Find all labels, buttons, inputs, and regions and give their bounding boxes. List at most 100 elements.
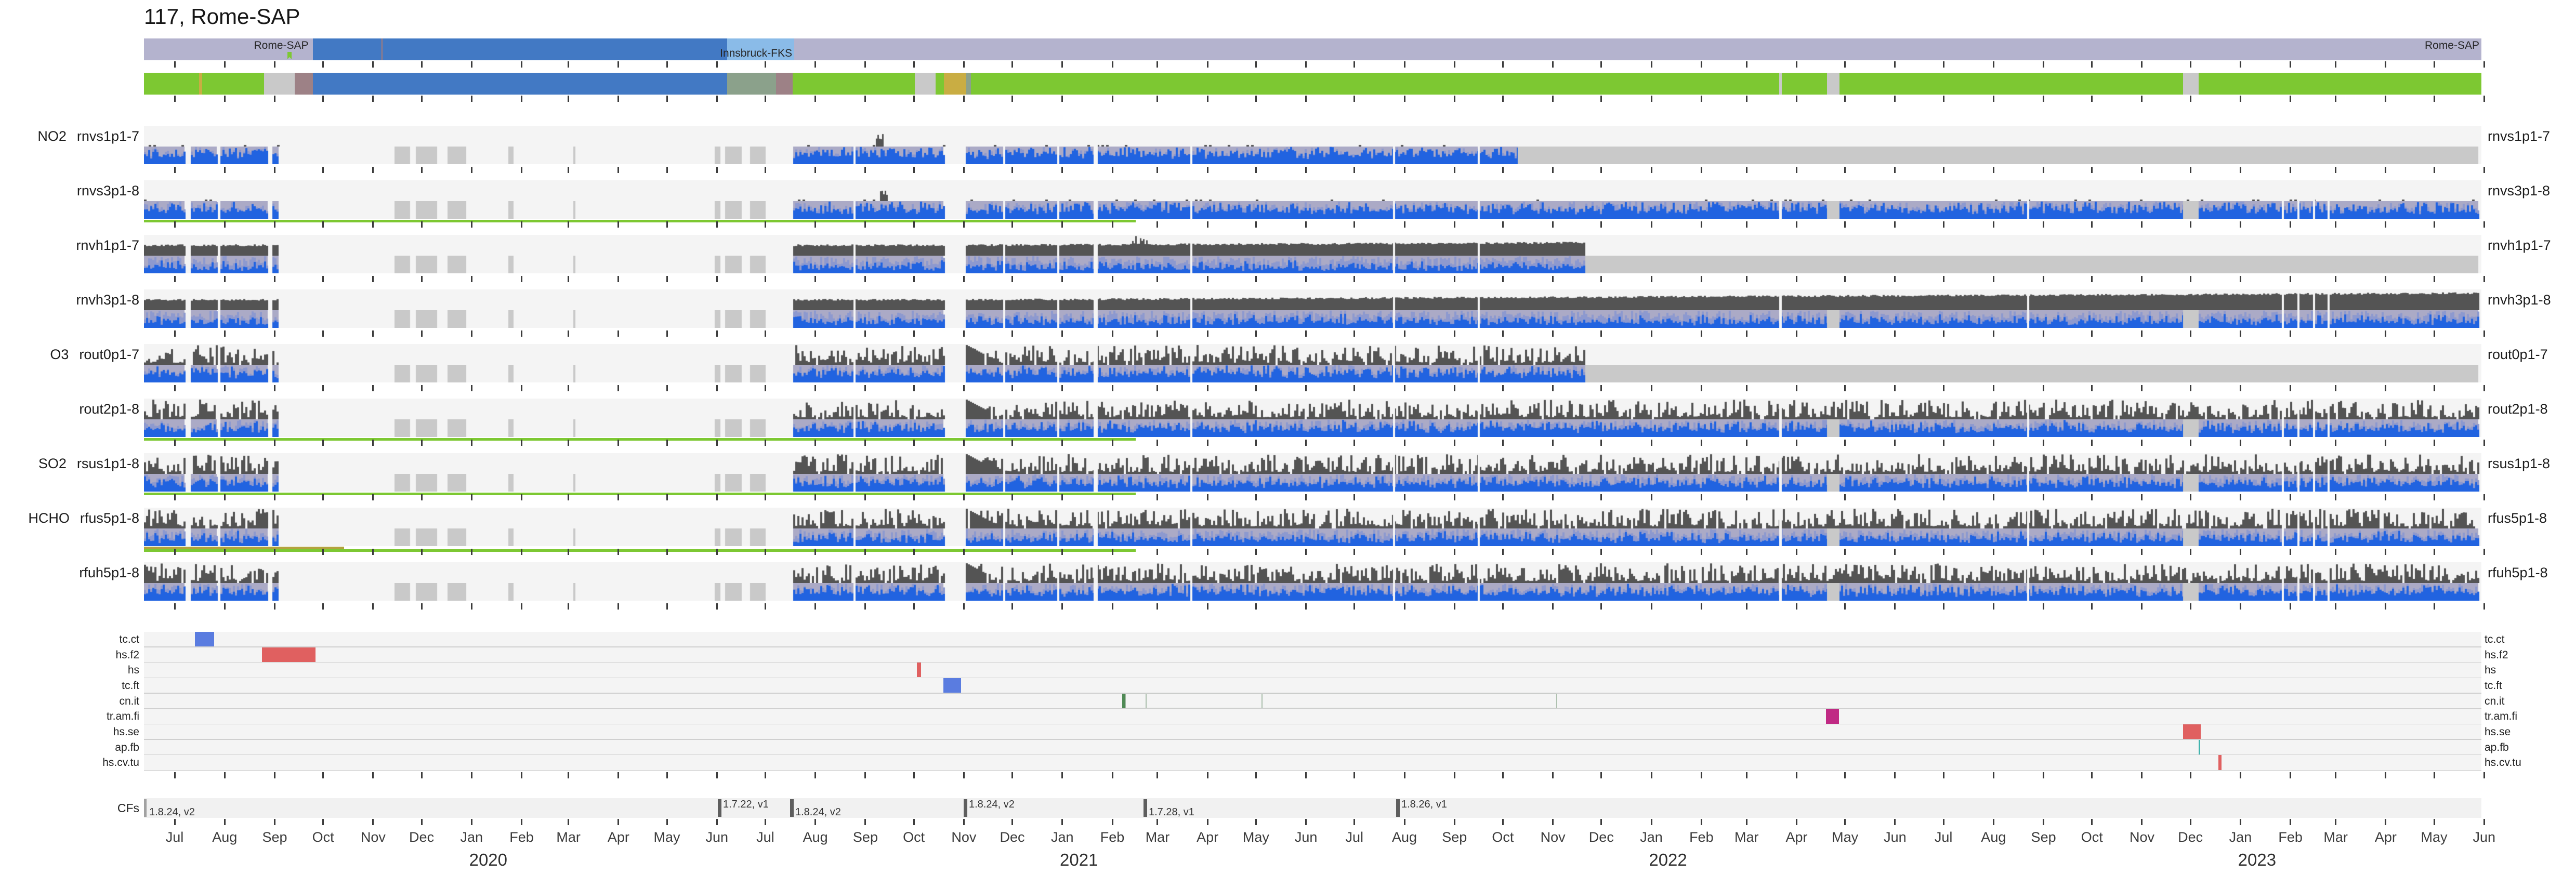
month-tick <box>617 603 620 610</box>
month-tick <box>2335 96 2337 102</box>
month-tick <box>2043 167 2045 173</box>
month-tick <box>521 276 523 282</box>
month-tick <box>1156 819 1159 825</box>
month-tick <box>2091 167 2093 173</box>
month-tick <box>1011 221 1013 228</box>
month-tick <box>521 603 523 610</box>
month-tick <box>2043 494 2045 500</box>
status-ribbon-segment <box>966 73 971 95</box>
month-tick <box>521 440 523 446</box>
month-tick <box>1600 276 1602 282</box>
green-underline <box>144 438 1136 441</box>
month-tick <box>568 603 570 610</box>
month-tick <box>1600 772 1602 779</box>
month-tick <box>617 276 620 282</box>
month-tick <box>864 603 866 610</box>
month-tick <box>1453 440 1455 446</box>
month-tick <box>1305 167 1307 173</box>
month-tick <box>1650 221 1652 228</box>
month-tick <box>470 221 472 228</box>
month-tick <box>372 385 374 391</box>
month-tick <box>963 167 965 173</box>
month-tick <box>1255 603 1257 610</box>
month-label: Jun <box>1884 829 1907 845</box>
month-tick <box>913 385 915 391</box>
event-row-separator <box>144 661 2481 663</box>
month-tick <box>1650 603 1652 610</box>
row-label-left: rnvh1p1-7 <box>0 237 139 254</box>
month-tick <box>764 167 766 173</box>
month-tick <box>1061 385 1063 391</box>
month-tick <box>1844 819 1846 825</box>
species-label: NO2 <box>37 128 67 144</box>
month-tick <box>224 96 226 102</box>
month-tick <box>1353 603 1356 610</box>
month-tick <box>1942 819 1944 825</box>
product-label: rnvs1p1-7 <box>76 128 139 144</box>
event-marker-box <box>1826 709 1839 724</box>
month-tick <box>2385 494 2387 500</box>
month-tick <box>1255 385 1257 391</box>
month-tick <box>1403 819 1405 825</box>
month-tick <box>1942 61 1944 68</box>
month-tick <box>1894 276 1896 282</box>
month-tick <box>568 819 570 825</box>
month-tick <box>864 549 866 555</box>
month-tick <box>420 772 423 779</box>
month-tick <box>1453 385 1455 391</box>
year-label: 2023 <box>2238 850 2277 869</box>
month-tick <box>2189 819 2191 825</box>
month-tick <box>2189 96 2191 102</box>
month-tick <box>2483 772 2485 779</box>
month-tick <box>2290 330 2292 337</box>
month-tick <box>1796 385 1798 391</box>
month-label: Apr <box>607 829 629 845</box>
month-tick <box>568 96 570 102</box>
month-tick <box>2433 772 2435 779</box>
month-tick <box>1894 549 1896 555</box>
month-tick <box>372 96 374 102</box>
month-tick <box>2290 96 2292 102</box>
month-tick <box>1403 549 1405 555</box>
month-tick <box>1650 549 1652 555</box>
month-tick <box>1255 494 1257 500</box>
month-tick <box>814 772 817 779</box>
month-tick <box>2483 221 2485 228</box>
month-tick <box>2239 167 2241 173</box>
month-tick <box>913 167 915 173</box>
month-tick <box>2335 440 2337 446</box>
month-tick <box>1011 385 1013 391</box>
month-tick <box>2091 96 2093 102</box>
calibration-marker-icon <box>287 52 292 59</box>
month-tick <box>666 494 668 500</box>
month-tick <box>814 603 817 610</box>
month-tick <box>764 819 766 825</box>
month-tick <box>2189 549 2191 555</box>
month-tick <box>322 772 324 779</box>
month-tick <box>2290 772 2292 779</box>
event-row-label-right: hs.cv.tu <box>2485 757 2521 769</box>
month-tick <box>470 549 472 555</box>
processed-data-bar <box>144 528 2481 546</box>
event-marker-box <box>2183 724 2201 739</box>
row-label-left: rnvh3p1-8 <box>0 292 139 308</box>
month-tick <box>470 819 472 825</box>
month-tick <box>2091 385 2093 391</box>
month-tick <box>2239 772 2241 779</box>
green-underline <box>144 220 1136 222</box>
month-tick <box>1255 167 1257 173</box>
month-tick <box>1111 96 1113 102</box>
month-tick <box>1305 276 1307 282</box>
month-tick <box>1942 276 1944 282</box>
month-tick <box>1156 494 1159 500</box>
month-tick <box>2290 221 2292 228</box>
page-title: 117, Rome-SAP <box>144 4 300 29</box>
month-tick <box>814 96 817 102</box>
month-tick <box>1403 603 1405 610</box>
month-tick <box>521 167 523 173</box>
month-tick <box>274 603 275 610</box>
processed-data-bar <box>144 147 2481 164</box>
month-tick <box>2239 440 2241 446</box>
month-tick <box>2335 494 2337 500</box>
cf-version-marker <box>718 799 721 817</box>
